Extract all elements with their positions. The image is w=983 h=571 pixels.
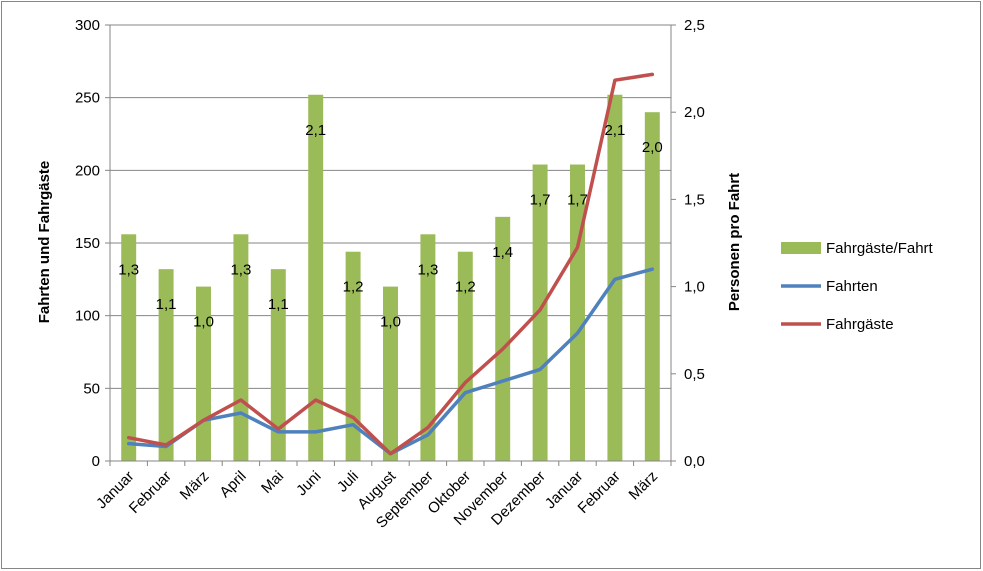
legend: Fahrgäste/Fahrt Fahrten Fahrgäste	[781, 240, 934, 333]
y-left-tick-label: 50	[83, 380, 100, 397]
y-right-axis-title: Personen pro Fahrt	[726, 173, 743, 311]
bar	[158, 269, 174, 461]
bar-data-label: 2,1	[604, 122, 625, 139]
y-left-axis-title: Fahrten und Fahrgäste	[36, 161, 53, 324]
y-left-tick-label: 200	[75, 162, 100, 179]
x-tick-label: Juni	[293, 468, 324, 499]
bar-data-label: 1,2	[343, 279, 364, 296]
y-left-tick-label: 150	[75, 235, 100, 252]
y-right-tick-label: 2,5	[684, 17, 705, 34]
x-tick-label: März	[626, 468, 662, 504]
bar-data-label: 1,3	[118, 261, 139, 278]
bar-data-label: 1,3	[417, 261, 438, 278]
y-right-tick-label: 0,5	[684, 366, 705, 383]
data-labels: 1,3 1,1 1,0 1,3 1,1 2,1 1,2 1,0 1,3 1,2 1,4 1,7 1,7 2…	[118, 122, 662, 331]
bar	[495, 216, 511, 461]
bar-data-label: 2,1	[305, 122, 326, 139]
x-tick-label: April	[216, 468, 249, 501]
y-left-tick-label: 0	[92, 453, 100, 470]
bar-data-label: 1,4	[492, 244, 513, 261]
legend-label: Fahrten	[826, 278, 878, 295]
bar-data-label: 1,7	[530, 192, 551, 209]
legend-swatch	[781, 242, 821, 254]
y-left-tick-label: 100	[75, 308, 100, 325]
x-tick-label: Mai	[258, 468, 287, 497]
bar-data-label: 2,0	[642, 139, 663, 156]
bar	[644, 112, 660, 461]
bar	[420, 234, 436, 461]
bar	[570, 164, 585, 461]
bar-data-label: 1,1	[268, 296, 289, 313]
bar-data-label: 1,1	[156, 296, 177, 313]
bar	[308, 94, 324, 461]
bar	[532, 164, 548, 461]
bar	[383, 286, 398, 461]
y-left-tick-label: 300	[75, 17, 100, 34]
y-right-tick-label: 0,0	[684, 453, 705, 470]
bar	[121, 234, 137, 461]
y-right-tick-label: 1,5	[684, 191, 705, 208]
bar	[457, 251, 473, 461]
x-tick-label: März	[177, 468, 213, 504]
legend-label: Fahrgäste	[826, 316, 894, 333]
bar	[270, 269, 286, 461]
x-tick-label: Juli	[334, 468, 362, 496]
series-line-fahrgäste	[126, 72, 655, 456]
bar-data-label: 1,0	[380, 314, 401, 331]
bar-data-label: 1,0	[193, 314, 214, 331]
line-series	[126, 72, 655, 456]
bar-series	[121, 94, 660, 461]
x-tick-label: Februar	[575, 468, 624, 517]
bar	[345, 251, 361, 461]
x-tick-label: Februar	[126, 468, 175, 517]
y-right-tick-label: 1,0	[684, 279, 705, 296]
bar-data-label: 1,2	[455, 279, 476, 296]
bar-data-label: 1,7	[567, 192, 588, 209]
y-right-tick-label: 2,0	[684, 104, 705, 121]
bar-data-label: 1,3	[230, 261, 251, 278]
y-left-tick-label: 250	[75, 90, 100, 107]
legend-label: Fahrgäste/Fahrt	[826, 240, 934, 257]
